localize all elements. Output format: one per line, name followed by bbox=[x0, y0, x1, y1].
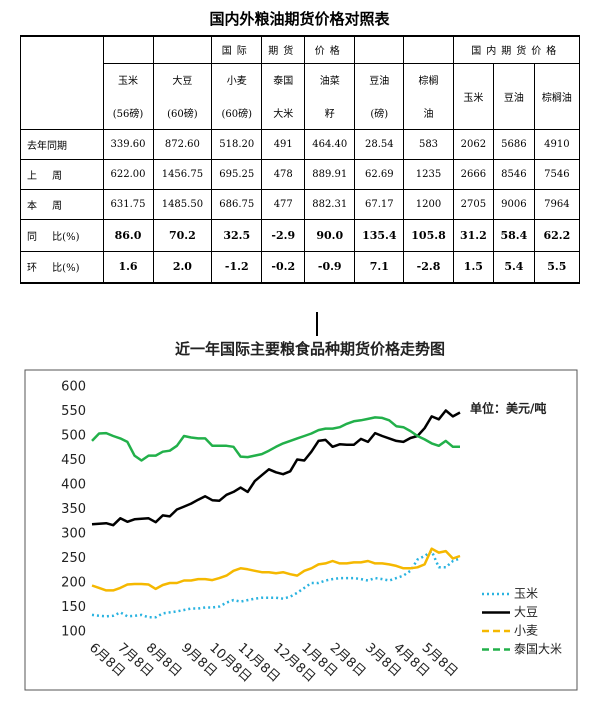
data-row: 本 周 631.75 1485.50 686.75 477 882.31 67.17 1200… bbox=[20, 188, 581, 220]
cell: 631.75 bbox=[102, 188, 154, 220]
cell: 5.4 bbox=[493, 250, 535, 284]
y-tick-label: 150 bbox=[61, 600, 86, 615]
unit-annotation: 单位：美元/吨 bbox=[470, 401, 546, 416]
table-body: 国际 期货 价格 国内期货价格 玉米 (56磅) 大豆 (60磅) 小麦 (60磅) 泰国 大米 油菜籽… bbox=[20, 35, 581, 284]
table-title: 国内外粮油期货价格对照表 bbox=[209, 10, 390, 28]
cell: 1.5 bbox=[452, 250, 495, 284]
cell: 32.5 bbox=[211, 218, 263, 252]
intl-header: 期货 bbox=[261, 35, 306, 64]
column-header-line: 玉米 bbox=[463, 92, 484, 104]
column-header-line: 豆油 bbox=[369, 76, 390, 87]
column-header: 棕榈油 bbox=[533, 62, 581, 130]
column-header-line: (磅) bbox=[370, 109, 389, 120]
cell: 62.2 bbox=[533, 218, 581, 252]
column-header-line: (60磅) bbox=[221, 109, 253, 120]
chart-title: 近一年国际主要粮食品种期货价格走势图 bbox=[175, 340, 445, 358]
column-header-line: 豆油 bbox=[503, 92, 524, 104]
cell: 695.25 bbox=[211, 158, 263, 190]
cell: -0.9 bbox=[304, 250, 356, 284]
column-header-line: 玉米 bbox=[118, 76, 139, 87]
cell: 58.4 bbox=[493, 218, 535, 252]
column-header: 玉米 bbox=[452, 62, 495, 130]
legend-label: 玉米 bbox=[514, 587, 538, 601]
cell: 90.0 bbox=[304, 218, 356, 252]
series-line bbox=[91, 416, 460, 462]
cell: 477 bbox=[261, 188, 306, 220]
cell: 5.5 bbox=[533, 250, 581, 284]
column-header-line: 小麦 bbox=[226, 76, 247, 87]
cell: 583 bbox=[403, 128, 454, 160]
legend-label: 小麦 bbox=[514, 624, 538, 638]
column-header: 玉米 (56磅) bbox=[102, 62, 154, 130]
column-header-line: (56磅) bbox=[112, 109, 144, 120]
y-tick-label: 450 bbox=[61, 453, 86, 468]
cell: 105.8 bbox=[403, 218, 454, 252]
cell: -1.2 bbox=[211, 250, 263, 284]
cell: 1.6 bbox=[102, 250, 154, 284]
column-header-line: 油菜 bbox=[319, 76, 340, 87]
data-row: 去年同期 339.60 872.60 518.20 491 464.40 28.54 583 2… bbox=[20, 128, 581, 160]
cell: 491 bbox=[261, 128, 306, 160]
column-header-line: 大豆 bbox=[172, 76, 193, 87]
column-header-line: 棕榈 bbox=[418, 76, 439, 87]
y-tick-label: 200 bbox=[61, 576, 86, 591]
cell: -2.8 bbox=[403, 250, 454, 284]
cell: 2666 bbox=[452, 158, 495, 190]
cell: 2.0 bbox=[152, 250, 213, 284]
cell: 4910 bbox=[533, 128, 581, 160]
legend-label: 大豆 bbox=[514, 605, 538, 619]
row-label: 同 比(%) bbox=[20, 218, 104, 252]
cell: 1200 bbox=[403, 188, 454, 220]
cell: 339.60 bbox=[102, 128, 154, 160]
column-header-line: 籽 bbox=[324, 109, 335, 120]
y-tick-label: 400 bbox=[61, 478, 86, 493]
cell: 9006 bbox=[493, 188, 535, 220]
cell: -0.2 bbox=[261, 250, 306, 284]
cell: 2062 bbox=[452, 128, 495, 160]
corner-cell bbox=[20, 35, 104, 130]
y-tick-label: 300 bbox=[61, 527, 86, 542]
y-tick-label: 100 bbox=[61, 625, 86, 640]
y-tick-label: 250 bbox=[61, 551, 86, 566]
cell: 7.1 bbox=[354, 250, 405, 284]
column-header: 小麦 (60磅) bbox=[211, 62, 263, 130]
column-header: 豆油 bbox=[493, 62, 535, 130]
y-tick-label: 500 bbox=[61, 429, 86, 444]
cell: 889.91 bbox=[304, 158, 356, 190]
column-header-line: 油 bbox=[423, 109, 434, 120]
series-line bbox=[91, 547, 461, 592]
empty-cell bbox=[102, 35, 154, 64]
y-tick-label: 600 bbox=[61, 380, 86, 395]
data-row: 环 比(%) 1.6 2.0 -1.2 -0.2 -0.9 7.1 -2.8 1.5 5.4 5.5 bbox=[20, 250, 581, 284]
column-header-line: (60磅) bbox=[167, 109, 198, 120]
cell: 62.69 bbox=[354, 158, 405, 190]
header-row: 玉米 (56磅) 大豆 (60磅) 小麦 (60磅) 泰国 大米 油菜籽豆油 (磅) 棕榈油玉米 豆油… bbox=[21, 62, 581, 130]
cell: 872.60 bbox=[152, 128, 213, 160]
column-header: 泰国 大米 bbox=[261, 62, 306, 130]
y-tick-label: 350 bbox=[61, 502, 86, 517]
intl-header: 价格 bbox=[304, 35, 356, 64]
row-label: 去年同期 bbox=[20, 128, 104, 160]
column-header-line: 棕榈油 bbox=[541, 92, 572, 104]
column-header-line: 泰国 bbox=[273, 76, 294, 87]
chart-frame bbox=[24, 369, 578, 691]
price-table: 国际 期货 价格 国内期货价格 玉米 (56磅) 大豆 (60磅) 小麦 (60磅) 泰国 大米 油菜籽… bbox=[20, 35, 581, 284]
column-header: 大豆 (60磅) bbox=[152, 62, 213, 130]
series-line bbox=[91, 409, 461, 527]
empty-cell bbox=[152, 35, 213, 64]
column-header: 棕榈油 bbox=[403, 62, 454, 130]
empty-cell bbox=[403, 35, 454, 64]
legend-label: 泰国大米 bbox=[514, 642, 562, 656]
cell: 882.31 bbox=[304, 188, 356, 220]
cell: 28.54 bbox=[354, 128, 405, 160]
row-label: 环 比(%) bbox=[20, 250, 104, 284]
column-header-line: 大米 bbox=[273, 109, 294, 120]
y-tick-label: 550 bbox=[61, 404, 86, 419]
